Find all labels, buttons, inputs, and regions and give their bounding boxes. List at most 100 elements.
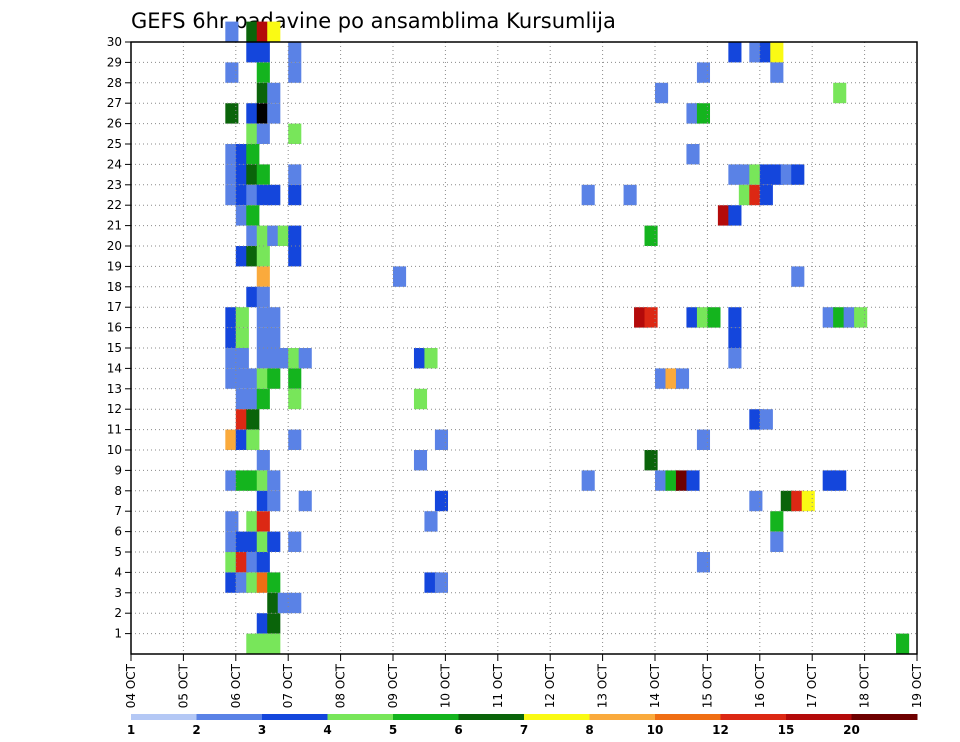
heatmap-cell	[256, 21, 270, 42]
y-tick-label: 9	[114, 463, 122, 477]
heatmap-cell	[256, 286, 270, 308]
x-tick-label: 06 OCT	[229, 663, 243, 708]
heatmap-cell	[246, 123, 260, 144]
heatmap-cell	[686, 103, 700, 124]
y-tick-label: 22	[107, 198, 122, 212]
y-tick-label: 20	[107, 239, 122, 253]
heatmap-cell	[749, 184, 763, 206]
heatmap-cell	[393, 266, 407, 287]
heatmap-cell	[256, 307, 270, 328]
x-tick-label: 19 OCT	[910, 663, 924, 708]
heatmap-cell	[267, 21, 281, 42]
heatmap-cell	[288, 62, 302, 83]
heatmap-cell	[246, 103, 260, 124]
y-tick-label: 27	[107, 96, 122, 110]
heatmap-cell	[246, 21, 260, 42]
heatmap-cell	[655, 82, 669, 104]
heatmap-cell	[791, 266, 805, 287]
x-tick-label: 07 OCT	[281, 663, 295, 708]
heatmap-cell	[833, 470, 847, 491]
y-tick-label: 3	[114, 586, 122, 600]
heatmap-cell	[235, 164, 249, 185]
y-tick-label: 6	[114, 525, 122, 539]
heatmap-cell	[749, 409, 763, 430]
y-tick-label: 7	[114, 504, 122, 518]
heatmap-cell	[235, 368, 249, 389]
y-tick-label: 26	[107, 117, 122, 131]
heatmap-cell	[696, 62, 711, 83]
heatmap-cell	[770, 511, 784, 532]
heatmap-cell	[246, 225, 260, 246]
heatmap-cell	[267, 531, 281, 552]
y-tick-label: 2	[114, 606, 122, 620]
heatmap-cell	[256, 490, 270, 512]
heatmap-cell	[225, 184, 239, 206]
heatmap-cell	[267, 490, 281, 512]
heatmap-cell	[288, 42, 302, 63]
y-tick-label: 13	[107, 382, 122, 396]
heatmap-cell	[267, 592, 281, 614]
x-tick-label: 11 OCT	[491, 663, 505, 708]
heatmap-cell	[749, 42, 763, 63]
heatmap-cell	[277, 592, 291, 614]
x-axis: 04 OCT 05 OCT 06 OCT 07 OCT 08 OCT 09 OCT 10 O…	[124, 654, 924, 708]
heatmap-cell	[686, 470, 700, 491]
heatmap-cell	[298, 348, 312, 369]
heatmap-cell	[696, 103, 711, 124]
heatmap-cell	[225, 21, 239, 42]
colorbar-label: 8	[585, 723, 593, 737]
heatmap-cell	[665, 470, 679, 491]
heatmap-cell	[413, 388, 428, 410]
x-tick-label: 09 OCT	[386, 663, 400, 708]
heatmap-cell	[728, 348, 742, 369]
chart-title: GEFS 6hr padavine po ansamblima Kursumli…	[131, 9, 616, 33]
heatmap-cell	[581, 184, 595, 206]
heatmap-cell	[256, 552, 270, 573]
heatmap-cell	[717, 205, 731, 226]
heatmap-cell	[246, 470, 260, 491]
heatmap-cell	[246, 429, 260, 450]
heatmap-cell	[728, 42, 742, 63]
heatmap-cell	[256, 62, 270, 83]
heatmap-cell	[246, 246, 260, 267]
heatmap-cell	[728, 327, 742, 348]
colorbar-label: 15	[778, 723, 795, 737]
colorbar-label: 12	[712, 723, 729, 737]
heatmap-cell	[256, 511, 270, 532]
heatmap-cell	[225, 327, 239, 348]
heatmap-cell	[267, 225, 281, 246]
heatmap-cell	[288, 592, 302, 614]
heatmap-cell	[267, 307, 281, 328]
heatmap-cell	[759, 164, 773, 185]
colorbar-label: 7	[520, 723, 528, 737]
heatmap-cell	[267, 470, 281, 491]
heatmap-cell	[644, 307, 658, 328]
y-tick-label: 28	[107, 76, 122, 90]
heatmap-cell	[256, 266, 270, 287]
colorbar-swatch	[720, 714, 787, 720]
heatmap-cell	[896, 633, 910, 654]
heatmap-cell	[288, 348, 302, 369]
grid-lines	[131, 41, 917, 654]
heatmap-cell	[267, 82, 281, 104]
heatmap-cell	[288, 388, 302, 410]
y-tick-label: 19	[107, 259, 122, 273]
heatmap-cell	[770, 531, 784, 552]
heatmap-cell	[256, 42, 270, 63]
heatmap-cell	[644, 225, 658, 246]
heatmap-cell	[634, 307, 648, 328]
heatmap-cell	[246, 388, 260, 410]
heatmap-cell	[235, 348, 249, 369]
colorbar-swatch	[196, 714, 263, 720]
heatmap-cell	[256, 225, 270, 246]
heatmap-cell	[854, 307, 868, 328]
colorbar-label: 5	[389, 723, 397, 737]
heatmap-cell	[749, 490, 763, 512]
heatmap-cell	[822, 307, 836, 328]
heatmap-cell	[256, 103, 270, 124]
heatmap-cell	[235, 572, 249, 593]
heatmap-cell	[655, 470, 669, 491]
heatmap-cell	[267, 103, 281, 124]
x-tick-label: 15 OCT	[700, 663, 714, 708]
heatmap-cell	[246, 633, 260, 654]
